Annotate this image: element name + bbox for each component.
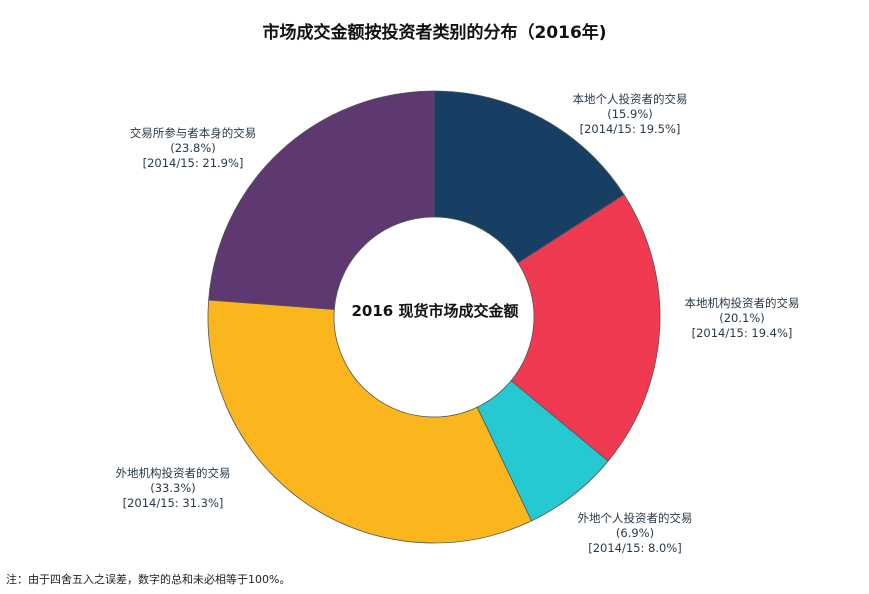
slice-label-local-retail: 本地个人投资者的交易 (15.9%) [2014/15: 19.5%]: [560, 92, 700, 137]
slice-name: 外地机构投资者的交易: [115, 466, 231, 480]
chart-title: 市场成交金额按投资者类别的分布（2016年): [262, 23, 607, 43]
slice-label-local-institutional: 本地机构投资者的交易 (20.1%) [2014/15: 19.4%]: [672, 296, 812, 341]
donut-slice-overseas-institutional: [207, 299, 533, 544]
slice-value: (20.1%): [719, 311, 765, 325]
slice-value: (33.3%): [150, 481, 196, 495]
slice-label-overseas-institutional: 外地机构投资者的交易 (33.3%) [2014/15: 31.3%]: [103, 466, 243, 511]
slice-prior-value: [2014/15: 21.9%]: [142, 156, 244, 170]
footnote: 注：由于四舍五入之误差，数字的总和未必相等于100%。: [6, 573, 291, 586]
donut-center-label: 2016 现货市场成交金额: [351, 302, 519, 320]
slice-label-overseas-retail: 外地个人投资者的交易 (6.9%) [2014/15: 8.0%]: [565, 511, 705, 556]
donut-slice-local-institutional: [510, 194, 661, 462]
slice-prior-value: [2014/15: 31.3%]: [122, 496, 224, 510]
donut-slice-local-retail: [433, 90, 625, 264]
slice-value: (6.9%): [615, 526, 655, 540]
slice-prior-value: [2014/15: 8.0%]: [588, 541, 682, 555]
slice-name: 交易所参与者本身的交易: [129, 126, 257, 140]
slice-name: 本地个人投资者的交易: [572, 92, 688, 106]
slice-prior-value: [2014/15: 19.5%]: [579, 122, 681, 136]
slice-label-exchange-participants: 交易所参与者本身的交易 (23.8%) [2014/15: 21.9%]: [118, 126, 268, 171]
donut-slice-exchange-participants: [208, 90, 435, 310]
slice-value: (15.9%): [607, 107, 653, 121]
slice-prior-value: [2014/15: 19.4%]: [691, 326, 793, 340]
slice-name: 外地个人投资者的交易: [577, 511, 693, 525]
slice-name: 本地机构投资者的交易: [684, 296, 800, 310]
slice-value: (23.8%): [170, 141, 216, 155]
